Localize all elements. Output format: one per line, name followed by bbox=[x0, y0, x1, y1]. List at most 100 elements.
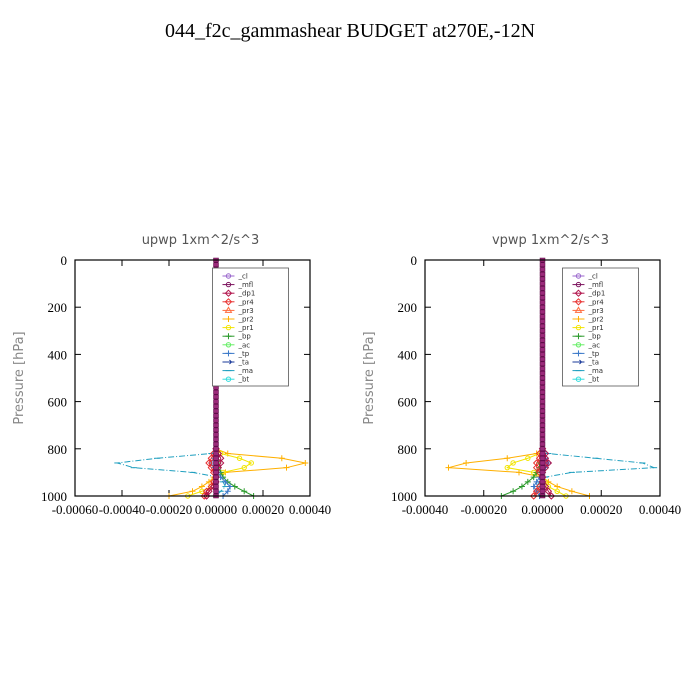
legend-label: _pr2 bbox=[237, 316, 253, 324]
panel-upwp: upwp 1xm^2/s^3 Pressure [hPa] 0 200 400 600 80… bbox=[12, 233, 331, 517]
data-point-pr4 bbox=[205, 459, 213, 467]
y-tick-label: 800 bbox=[398, 442, 418, 457]
y-axis-label: Pressure [hPa] bbox=[362, 331, 377, 424]
zero-profile-marker bbox=[213, 399, 219, 404]
zero-profile-marker bbox=[539, 361, 546, 367]
zero-profile-marker bbox=[539, 281, 546, 286]
zero-profile-marker bbox=[213, 446, 219, 452]
legend-label: _pr2 bbox=[587, 316, 603, 324]
legend-label: _bt bbox=[237, 376, 249, 384]
zero-profile-marker bbox=[539, 394, 546, 400]
legend-box bbox=[212, 267, 289, 387]
legend-label: _dp1 bbox=[237, 290, 255, 298]
data-point-dp1 bbox=[202, 492, 211, 500]
x-tick-label: 0.00000 bbox=[195, 502, 237, 517]
zero-profile-marker bbox=[539, 422, 546, 428]
legend-marker bbox=[225, 350, 232, 357]
zero-profile-marker bbox=[539, 484, 546, 489]
legend-label: _ta bbox=[237, 359, 249, 367]
x-tick-label: 0.00000 bbox=[521, 502, 563, 517]
legend-label: _cl bbox=[587, 273, 597, 281]
legend-marker bbox=[575, 376, 582, 382]
y-tick-label: 1000 bbox=[391, 489, 417, 504]
legend-label: _tp bbox=[587, 350, 599, 358]
x-tick-label: 0.00040 bbox=[289, 502, 331, 517]
zero-profile-marker bbox=[539, 451, 546, 456]
legend: _cl_mfl_dp1_pr4_pr3_pr2_pr1_bp_ac_tp_ta_… bbox=[562, 267, 639, 387]
legend-label: _pr3 bbox=[587, 307, 603, 315]
legend-marker bbox=[224, 306, 233, 313]
zero-profile-marker bbox=[539, 337, 546, 343]
data-point-pr1 bbox=[248, 460, 254, 466]
zero-profile-marker bbox=[539, 352, 546, 357]
zero-profile-marker bbox=[213, 418, 219, 423]
legend-marker bbox=[225, 342, 232, 348]
legend-label: _mfl bbox=[237, 281, 253, 289]
y-tick-label: 400 bbox=[48, 347, 68, 362]
zero-profile-marker bbox=[213, 484, 219, 489]
legend-marker bbox=[574, 298, 583, 306]
legend-marker bbox=[225, 324, 232, 331]
zero-profile-marker bbox=[539, 271, 546, 277]
data-point-bp bbox=[241, 488, 248, 495]
legend-marker bbox=[225, 376, 232, 382]
zero-profile-marker bbox=[539, 290, 546, 296]
zero-profile-marker bbox=[539, 286, 546, 291]
x-tick-label: 0.00020 bbox=[580, 502, 622, 517]
y-tick-label: 1000 bbox=[41, 489, 67, 504]
y-axis-label: Pressure [hPa] bbox=[12, 331, 27, 424]
zero-profile-marker bbox=[539, 323, 546, 329]
legend-label: _dp1 bbox=[587, 290, 605, 298]
data-point-tp bbox=[533, 478, 540, 485]
zero-profile-marker bbox=[539, 342, 546, 348]
zero-profile-marker bbox=[539, 328, 546, 334]
data-point-pr4 bbox=[532, 459, 541, 467]
zero-profile-marker bbox=[539, 404, 546, 409]
legend-marker bbox=[575, 342, 582, 348]
data-point-pr2 bbox=[198, 483, 205, 490]
data-point-dp1 bbox=[544, 459, 553, 467]
x-tick-label: 0.00020 bbox=[242, 502, 284, 517]
y-tick-label: 800 bbox=[48, 442, 68, 457]
data-point-dp1 bbox=[544, 487, 553, 495]
zero-profile-marker bbox=[213, 394, 219, 400]
zero-profile-marker bbox=[539, 262, 546, 267]
zero-profile-marker bbox=[539, 276, 546, 282]
zero-profile-marker bbox=[539, 347, 546, 352]
zero-profile-marker bbox=[539, 455, 546, 461]
data-point-pr1 bbox=[504, 464, 510, 471]
x-tick-label: -0.00060 bbox=[52, 502, 99, 517]
legend-label: _cl bbox=[237, 273, 247, 281]
zero-profile-marker bbox=[539, 366, 546, 371]
zero-profile-marker bbox=[539, 267, 546, 272]
data-point-tp bbox=[224, 488, 231, 495]
zero-profile-marker bbox=[539, 408, 546, 414]
x-tick-label: -0.00020 bbox=[146, 502, 193, 517]
x-tick-label: -0.00040 bbox=[402, 502, 449, 517]
data-point-pr1 bbox=[241, 464, 247, 471]
zero-profile-marker bbox=[539, 446, 546, 452]
legend-label: _pr1 bbox=[237, 324, 253, 332]
legend-marker bbox=[575, 324, 582, 331]
zero-profile-marker bbox=[539, 371, 546, 376]
y-tick-label: 0 bbox=[411, 253, 418, 268]
legend-label: _ma bbox=[237, 367, 253, 375]
data-point-dp1 bbox=[205, 487, 213, 495]
x-tick-label: 0.00040 bbox=[639, 502, 681, 517]
zero-profile-marker bbox=[539, 474, 546, 480]
y-tick-label: 200 bbox=[398, 300, 418, 315]
data-point-pr2 bbox=[554, 483, 561, 490]
zero-profile-marker bbox=[539, 441, 546, 447]
legend-label: _ma bbox=[587, 367, 603, 375]
data-point-pr2 bbox=[302, 459, 309, 466]
zero-profile-marker bbox=[213, 413, 219, 419]
zero-profile-marker bbox=[539, 300, 546, 305]
panel-vpwp: vpwp 1xm^2/s^3 Pressure [hPa] 0 200 400 600 80… bbox=[362, 233, 681, 517]
legend-marker bbox=[575, 273, 582, 279]
legend-label: _pr4 bbox=[237, 298, 254, 306]
zero-profile-marker bbox=[539, 304, 546, 310]
data-point-bp bbox=[518, 483, 525, 490]
legend-marker bbox=[225, 281, 232, 288]
zero-profile-marker bbox=[213, 262, 219, 267]
